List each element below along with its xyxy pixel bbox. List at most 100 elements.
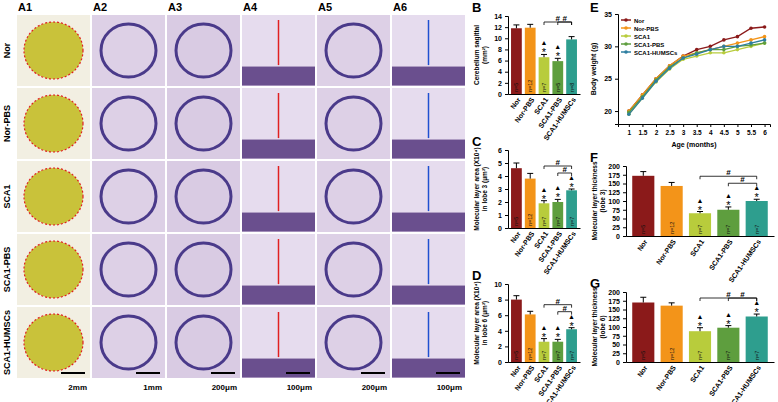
micrograph	[92, 15, 165, 86]
y-axis-title-line: (lobe 6)	[599, 315, 607, 338]
y-axis-title: Cerebellum sagittal(mm²)	[473, 25, 489, 85]
row-label: SCA1-HUMSCs	[2, 310, 12, 375]
tick-mark	[505, 228, 508, 229]
y-axis-title-line: in lobe 3 (μm²)	[481, 167, 489, 211]
folia	[176, 170, 231, 223]
bar	[717, 328, 739, 362]
tick-label: SCA1	[689, 364, 706, 383]
tick-label: 0	[616, 233, 620, 240]
tick-label: Nor-PBS	[513, 96, 535, 124]
folia	[326, 97, 381, 150]
layer-band	[392, 213, 465, 232]
tick: SCA1	[689, 364, 706, 383]
bar	[632, 176, 654, 236]
tick: 10	[494, 35, 508, 42]
micrograph	[392, 307, 465, 378]
tick-mark	[623, 318, 626, 319]
tick: 4	[498, 328, 508, 335]
tick: 8	[498, 46, 508, 53]
tick: 200	[608, 163, 626, 170]
tick-label: 25	[612, 350, 620, 357]
scale-bar-label: 2mm	[68, 383, 87, 392]
folia	[176, 243, 231, 296]
error-bar	[513, 163, 519, 168]
bracket-label: #	[556, 158, 561, 167]
tick: 4	[498, 173, 508, 180]
legend-label: Nor-PBS	[634, 26, 659, 32]
cerebellum-photo	[24, 168, 83, 225]
tick-mark	[505, 331, 508, 332]
tick-mark	[505, 189, 508, 190]
point	[763, 38, 767, 42]
y-axis-title: Body weight (g)	[590, 43, 598, 96]
axis-line	[509, 362, 581, 363]
tick: 50	[612, 215, 626, 222]
bracket-label: #	[726, 290, 731, 299]
tick: 10	[494, 281, 508, 288]
tick-label: Nor-PBS	[655, 238, 677, 266]
x-axis: NorNor-PBSSCA1SCA1-PBSSCA1-HUMSCs	[509, 363, 581, 402]
micrograph	[17, 307, 90, 378]
bar	[566, 329, 577, 362]
tick-label: 14	[494, 13, 502, 20]
tick-label: 1.5	[638, 129, 647, 136]
bracket-label: #	[556, 14, 561, 23]
micrograph	[92, 307, 165, 378]
tick-label: SCA1-HUMSCs	[727, 364, 762, 402]
legend-label: SCA1-HUMSCs	[634, 50, 678, 56]
tick: SCA1-HUMSCs	[727, 364, 762, 402]
y-axis: 20253035	[604, 11, 618, 125]
column-label: A2	[93, 1, 107, 13]
thickness-arrow	[278, 239, 280, 284]
chart: 0123456NorNor-PBSSCA1SCA1-PBSSCA1-HUMSCs…	[472, 134, 581, 276]
y-axis-title: Molecular layer thickness(lobe 6)	[591, 287, 607, 367]
tick-label: 2.5	[666, 129, 675, 136]
tick-label: 1	[498, 212, 502, 219]
point	[641, 96, 645, 100]
tick: Nor	[509, 230, 522, 244]
axis-line	[509, 228, 581, 229]
axis-line	[615, 15, 619, 125]
tick-label: 100	[608, 324, 620, 331]
micrograph	[242, 15, 315, 86]
tick-label: Nor	[509, 230, 522, 244]
error-bar	[669, 303, 675, 306]
tick-mark	[505, 16, 508, 17]
n-label: n=12	[527, 214, 533, 226]
tick: 5	[498, 160, 508, 167]
n-label: n=7	[555, 217, 561, 226]
micrograph	[392, 161, 465, 232]
tick-mark	[765, 124, 766, 127]
tick: 3	[498, 186, 508, 193]
point	[722, 38, 726, 42]
marks	[632, 297, 768, 362]
y-axis-title-line: (lobe 3)	[599, 189, 607, 212]
tick-mark	[505, 284, 508, 285]
row-label: SCA1	[2, 184, 12, 208]
tick-mark	[505, 300, 508, 301]
bar	[717, 210, 739, 236]
axis-line	[619, 125, 771, 128]
error-bar	[513, 25, 519, 28]
error-bar	[527, 173, 533, 178]
tick-label: 3	[682, 129, 686, 136]
layer-band	[242, 67, 315, 86]
significance-symbol: ▲	[725, 311, 732, 318]
legend: NorNor-PBSSCA1SCA1-PBSSCA1-HUMSCs	[621, 18, 678, 56]
tick: 2	[498, 80, 508, 87]
y-axis: 02468101214	[494, 13, 508, 98]
tick-label: 8	[498, 46, 502, 53]
bar	[746, 317, 768, 363]
bar	[566, 190, 577, 228]
tick-label: 8	[498, 296, 502, 303]
thickness-arrow	[428, 20, 430, 65]
point	[722, 48, 726, 52]
tick: 2.5	[666, 124, 675, 136]
point	[668, 67, 672, 71]
tick: 6	[498, 312, 508, 319]
tick-mark	[505, 38, 508, 39]
significance-symbol: ▲	[554, 324, 561, 331]
thickness-arrow	[278, 93, 280, 138]
n-label: n=7	[541, 217, 547, 226]
significance-symbol: *	[698, 320, 703, 332]
